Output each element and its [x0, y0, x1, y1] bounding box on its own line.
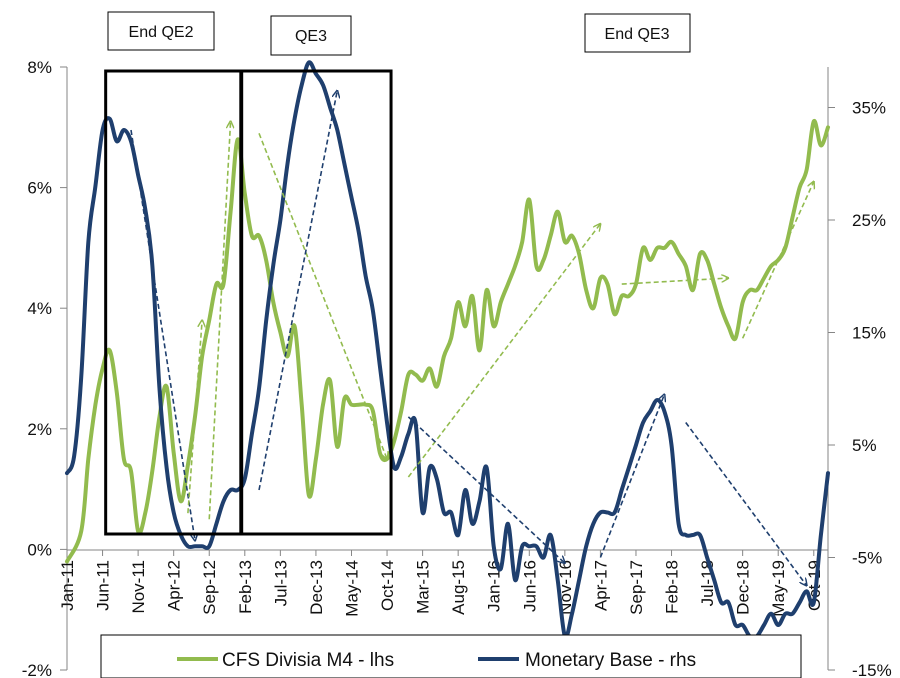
right-tick-label: 25% [852, 211, 886, 230]
trend-arrow-cfs-divisia-m4-lhs [621, 278, 729, 285]
right-tick-label: 35% [852, 99, 886, 118]
trend-arrow-cfs-divisia-m4-lhs [187, 320, 202, 514]
left-tick-label: 4% [27, 299, 52, 318]
trend-arrow-monetary-base-rhs [599, 394, 664, 558]
annotation-labels: End QE2 QE3 End QE3 [107, 11, 691, 56]
x-tick-label: Aug-15 [449, 560, 468, 615]
left-tick-label: 2% [27, 420, 52, 439]
x-tick-label: Apr-17 [591, 560, 610, 611]
trend-arrows [130, 91, 814, 586]
series-line-monetary-base-rhs [65, 60, 830, 640]
x-tick-label: Jan-11 [58, 560, 77, 611]
label-end-qe3: End QE3 [605, 26, 670, 43]
legend-label-monetary-base: Monetary Base - rhs [525, 650, 696, 671]
x-tick-label: Nov-11 [129, 560, 148, 614]
label-end-qe2: End QE2 [129, 24, 194, 41]
x-tick-label: Feb-18 [663, 560, 682, 614]
period-box-qe3 [239, 69, 393, 536]
right-tick-label: 15% [852, 324, 886, 343]
label-box-end-qe3 [584, 13, 691, 53]
right-tick-label: 5% [852, 436, 877, 455]
x-tick-label: May-19 [769, 560, 788, 617]
right-axis-ticks: -15% -5% 5% 15% 25% 35% [828, 99, 892, 678]
trend-arrow-cfs-divisia-m4-lhs [258, 133, 387, 459]
trend-arrow-monetary-base-rhs [685, 422, 807, 586]
x-tick-label: Mar-15 [414, 560, 433, 614]
right-tick-label: -5% [852, 549, 882, 568]
label-box-end-qe2 [107, 11, 215, 51]
left-tick-label: -2% [22, 661, 52, 678]
x-tick-label: Oct-14 [378, 560, 397, 611]
x-tick-label: Dec-13 [307, 560, 326, 615]
label-qe3: QE3 [295, 28, 327, 45]
legend: CFS Divisia M4 - lhs Monetary Base - rhs [100, 634, 802, 678]
trend-arrow-cfs-divisia-m4-lhs [741, 182, 814, 339]
x-tick-label: Apr-12 [165, 560, 184, 611]
x-tick-label: May-14 [342, 560, 361, 617]
series-lines [65, 60, 830, 640]
x-axis-ticks: Jan-11 Jun-11 Nov-11 Apr-12 Sep-12 Feb-13 Jul-… [58, 550, 824, 617]
legend-label-cfs-divisia: CFS Divisia M4 - lhs [222, 650, 394, 671]
trend-arrow-cfs-divisia-m4-lhs [208, 121, 230, 520]
x-tick-label: Jun-16 [520, 560, 539, 612]
left-tick-label: 6% [27, 179, 52, 198]
x-tick-label: Dec-18 [734, 560, 753, 615]
x-tick-label: Sep-17 [627, 560, 646, 615]
x-tick-label: Feb-13 [236, 560, 255, 614]
series-line-cfs-divisia-m4-lhs [65, 119, 830, 564]
annotation-boxes [104, 69, 393, 536]
trend-arrow-monetary-base-rhs [130, 129, 195, 541]
left-tick-label: 8% [27, 58, 52, 77]
trend-arrow-monetary-base-rhs [258, 91, 337, 491]
x-tick-label: Jun-11 [94, 560, 113, 611]
trend-arrow-cfs-divisia-m4-lhs [407, 224, 600, 478]
right-tick-label: -15% [852, 661, 892, 678]
left-tick-label: 0% [27, 540, 52, 559]
trend-arrow-monetary-base-rhs [407, 416, 564, 563]
x-tick-label: Jul-13 [271, 560, 290, 606]
legend-box [100, 634, 802, 678]
x-tick-label: Jan-16 [485, 560, 504, 612]
label-box-qe3 [270, 15, 352, 56]
x-tick-label: Sep-12 [200, 560, 219, 615]
left-axis-ticks: -2% 0% 2% 4% 6% 8% [22, 58, 67, 678]
